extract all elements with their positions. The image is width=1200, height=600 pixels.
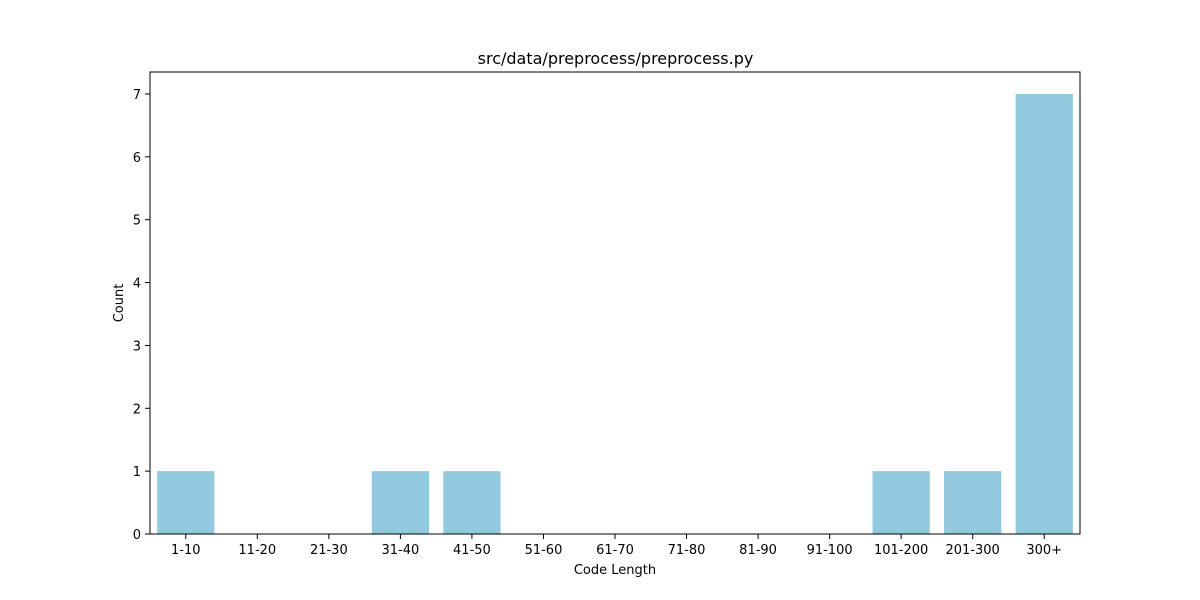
x-tick-label: 51-60 — [525, 543, 563, 558]
x-axis-ticks: 1-10 11-20 21-30 31-40 41-50 51-60 61-70 71-80 8… — [171, 534, 1062, 558]
chart-title: src/data/preprocess/preprocess.py — [478, 49, 754, 68]
y-tick-label: 1 — [133, 465, 141, 480]
x-tick-label: 31-40 — [381, 543, 419, 558]
bar-201-300 — [944, 471, 1002, 534]
x-tick-label: 91-100 — [807, 543, 853, 558]
x-tick-label: 61-70 — [596, 543, 634, 558]
y-axis-label: Count — [112, 284, 127, 323]
x-tick-label: 21-30 — [310, 543, 348, 558]
x-tick-label: 11-20 — [238, 543, 276, 558]
y-tick-label: 4 — [133, 277, 141, 292]
bar-31-40 — [371, 471, 429, 534]
y-tick-label: 7 — [133, 88, 141, 103]
y-tick-label: 5 — [133, 214, 141, 229]
bar-300+ — [1015, 94, 1073, 534]
x-tick-label: 81-90 — [739, 543, 777, 558]
x-tick-label: 71-80 — [668, 543, 706, 558]
x-tick-label: 41-50 — [453, 543, 491, 558]
y-tick-label: 0 — [133, 528, 141, 543]
x-tick-label: 1-10 — [171, 543, 201, 558]
y-tick-label: 3 — [133, 339, 141, 354]
y-axis-ticks: 0 1 2 3 4 5 6 7 — [133, 88, 150, 543]
x-axis-label: Code Length — [574, 563, 656, 578]
bar-41-50 — [443, 471, 501, 534]
y-tick-label: 2 — [133, 402, 141, 417]
bars-group — [157, 94, 1073, 534]
y-tick-label: 6 — [133, 151, 141, 166]
bar-1-10 — [157, 471, 215, 534]
x-tick-label: 101-200 — [874, 543, 928, 558]
x-tick-label: 201-300 — [946, 543, 1000, 558]
bar-101-200 — [872, 471, 930, 534]
plot-frame — [149, 71, 1081, 535]
x-tick-label: 300+ — [1026, 543, 1062, 558]
